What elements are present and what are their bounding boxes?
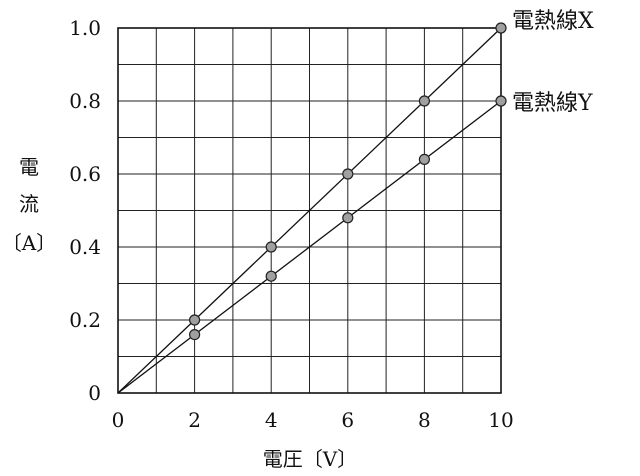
data-point [265,241,277,253]
plot-frame [117,27,502,394]
data-point [342,168,354,180]
series-1: 電熱線X [117,9,594,394]
y-tick-label: 0.6 [69,162,101,186]
series-label: 電熱線Y [512,91,593,116]
x-tick-label: 10 [488,408,513,432]
y-tick-label: 0.4 [69,235,101,259]
data-point [265,270,277,282]
data-point [189,329,201,341]
series-2: 電熱線Y [117,91,593,394]
tick-labels: 0 2 4 6 8 10 0 0.2 0.4 0.6 0.8 1.0 [69,16,514,432]
data-point [189,314,201,326]
x-axis-label: 電圧〔V〕 [263,447,357,471]
series-line [117,27,502,394]
x-tick-label: 6 [341,408,354,432]
data-point [495,95,507,107]
series-group: 電熱線X 電熱線Y [117,9,594,394]
data-point [418,153,430,165]
data-point [342,212,354,224]
x-tick-label: 8 [418,408,431,432]
x-tick-label: 2 [188,408,201,432]
y-tick-label: 0.8 [69,89,101,113]
y-tick-label: 0.2 [69,308,101,332]
grid [118,28,501,393]
series-label: 電熱線X [512,9,594,34]
y-axis-label-line-1: 電 [19,155,39,179]
data-point [418,95,430,107]
y-axis-label-line-2: 流 [19,192,39,216]
y-tick-label: 0 [88,381,101,405]
series-line [117,100,502,394]
y-tick-label: 1.0 [69,16,101,40]
x-tick-label: 0 [112,408,125,432]
y-axis-label-line-3: 〔A〕 [2,231,56,255]
data-point [495,22,507,34]
x-tick-label: 4 [265,408,278,432]
